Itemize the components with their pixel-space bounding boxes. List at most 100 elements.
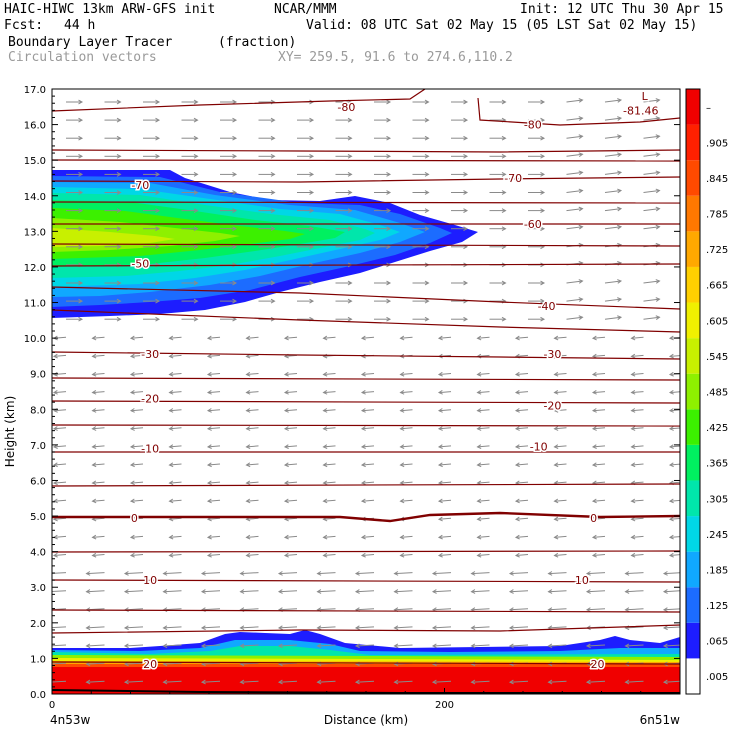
wind-vector-317 [477,427,490,430]
wind-vector-261 [284,373,298,375]
wind-vector-head [578,170,584,176]
wind-vector-head [553,516,559,522]
wind-vector-head [232,135,238,141]
wind-vector-98 [566,190,583,193]
wind-vector-head [129,498,135,504]
colorbar-label: – [706,103,711,114]
wind-vector-456 [586,572,606,575]
wind-vector-411 [169,535,182,538]
wind-vector-99 [604,190,622,193]
wind-vector-218 [604,316,622,320]
wind-vector-head [630,353,636,359]
wind-vector-330 [323,445,336,448]
wind-vector-head [309,298,315,304]
wind-vector-head [668,534,674,540]
wind-vector-295 [284,409,298,412]
valid-time: Valid: 08 UTC Sat 02 May 15 (05 LST Sat … [306,18,698,33]
wind-vector-362 [246,481,259,484]
wind-vector-head [386,190,392,195]
wind-vector-115 [566,208,583,212]
colorbar-swatch-12 [686,231,700,267]
wind-vector-head [283,552,289,558]
wind-vector-head [206,426,212,431]
wind-vector-322 [669,427,680,430]
wind-vector-head [85,643,91,649]
wind-vector-465 [278,590,298,593]
wind-vector-467 [355,590,375,593]
wind-vector-447 [240,572,259,575]
wind-vector-461 [124,590,144,593]
wind-vector-238 [53,354,67,357]
wind-vector-head [470,643,476,649]
isotherm-7 [52,243,680,247]
wind-vector-head [168,498,174,504]
wind-vector-head [48,590,52,594]
wind-vector-head [155,298,161,304]
wind-vector-289 [53,409,67,412]
wind-vector-head [437,498,443,504]
wind-vector-head [309,135,315,141]
wind-vector-head [232,298,238,304]
wind-vector-head [123,571,129,576]
wind-vector-head [501,208,507,213]
wind-vector-374 [53,499,67,502]
wind-vector-head [553,444,559,449]
wind-vector-352 [515,463,529,466]
x-right-endpoint-label: 6n51w [640,713,681,727]
wind-vector-head [309,117,315,123]
isotherm-22 [52,661,680,665]
colorbar-label: .365 [706,459,728,470]
wind-vector-116 [604,208,622,212]
colorbar-swatch-1 [686,622,700,659]
y-tick-label: 11.0 [24,299,46,310]
wind-vector-head [283,462,289,468]
wind-vector-466 [317,590,336,593]
wind-vector-head [399,389,405,395]
wind-vector-head [206,335,212,341]
wind-vector-head [245,534,251,540]
wind-vector-head [591,444,597,449]
wind-vector-371 [592,481,606,484]
y-tick-label: 8.0 [30,405,46,416]
wind-vector-338 [631,445,644,448]
wind-vector-head [193,172,199,177]
wind-vector-head [116,172,122,177]
wind-vector-532 [240,662,259,665]
wind-vector-head [206,444,212,449]
wind-vector-head [309,208,315,213]
colorbar-label: .185 [706,565,728,576]
wind-vector-298 [400,409,413,412]
colorbar-label: .785 [706,210,728,221]
wind-vector-222 [92,336,105,339]
wind-vector-425 [53,554,67,556]
wind-vector-259 [207,373,221,375]
wind-vector-head [424,190,430,195]
wind-vector-263 [361,373,375,375]
wind-vector-head [476,389,482,395]
wind-vector-head [48,626,52,630]
wind-vector-head [91,480,97,486]
x-tick-label: 200 [435,700,454,711]
wind-vector-head [193,135,199,141]
isotherm-14 [52,424,680,427]
wind-vector-241 [169,354,182,357]
colorbar-label: .725 [706,245,728,256]
wind-vector-356 [669,463,680,466]
wind-vector-486 [432,608,452,611]
wind-vector-head [283,335,289,341]
isotherm-11 [52,351,680,360]
wind-vector-head [270,135,276,141]
wind-vector-402 [477,517,490,520]
wind-vector-491 [625,608,644,611]
wind-vector-head [155,280,161,286]
wind-vector-head [617,315,623,320]
wind-vector-head [470,571,476,576]
wind-vector-head [662,607,668,612]
wind-vector-283 [477,391,490,394]
wind-vector-head [129,335,135,341]
wind-vector-head [424,280,430,286]
wind-vector-head [463,190,469,195]
wind-vector-head [52,498,58,504]
wind-vector-250 [515,354,529,357]
wind-vector-head [540,99,546,105]
